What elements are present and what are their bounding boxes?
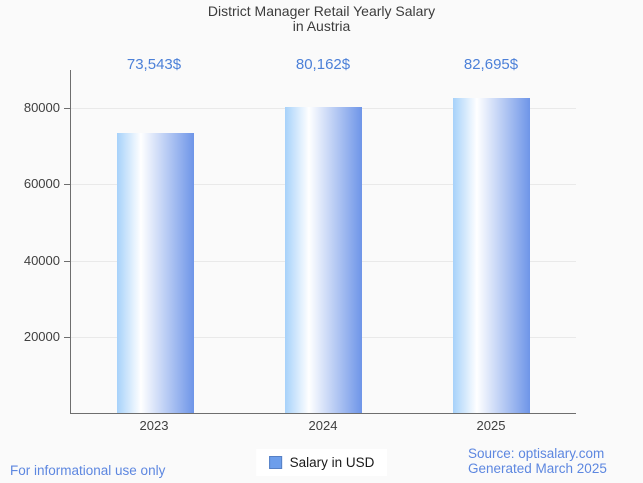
y-tick-label-40000: 40000	[23, 253, 60, 268]
y-tick-label-80000: 80000	[23, 100, 60, 115]
bar-value-label-2023: 73,543$	[126, 56, 182, 73]
plot-area	[70, 70, 576, 414]
x-category-label-2025: 2025	[476, 418, 506, 433]
bar-2025[interactable]	[453, 98, 530, 413]
chart-title-line-1: District Manager Retail Yearly Salary	[207, 3, 436, 19]
legend: Salary in USD	[255, 449, 388, 476]
legend-label: Salary in USD	[289, 455, 375, 470]
bar-value-label-2024: 80,162$	[295, 56, 351, 73]
y-tick-40000	[64, 261, 70, 262]
source-text: Source: optisalary.com	[468, 446, 605, 461]
source-block: Source: optisalary.com Generated March 2…	[468, 446, 628, 476]
generated-text: Generated March 2025	[468, 461, 607, 476]
legend-marker-salary-icon	[268, 456, 282, 469]
chart-title-line-2: in Austria	[292, 18, 351, 34]
disclaimer-text: For informational use only	[10, 463, 166, 478]
chart-title: District Manager Retail Yearly Salary in…	[0, 4, 643, 34]
bar-2023[interactable]	[117, 133, 194, 413]
y-tick-label-60000: 60000	[23, 176, 60, 191]
y-tick-20000	[64, 337, 70, 338]
x-category-label-2024: 2024	[308, 418, 338, 433]
y-tick-80000	[64, 108, 70, 109]
bar-2024[interactable]	[285, 107, 362, 413]
y-tick-label-20000: 20000	[23, 329, 60, 344]
bar-value-label-2025: 82,695$	[463, 56, 519, 73]
y-tick-60000	[64, 184, 70, 185]
x-category-label-2023: 2023	[139, 418, 169, 433]
